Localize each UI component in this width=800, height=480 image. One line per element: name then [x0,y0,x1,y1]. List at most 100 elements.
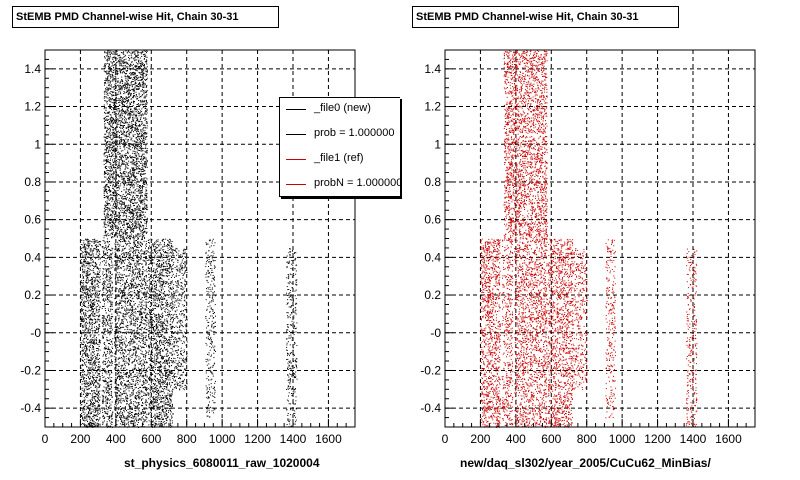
data-point [141,140,143,142]
data-point [138,223,140,225]
data-point [109,425,111,427]
data-point [107,197,109,199]
data-point [146,150,148,152]
data-point [88,381,90,383]
data-point [110,117,112,119]
data-point [110,267,112,269]
data-point [115,148,117,150]
data-point [142,106,144,108]
data-point [134,148,136,149]
data-point [82,364,83,366]
data-point [105,310,106,312]
data-point [126,66,128,68]
data-point [134,87,136,89]
data-point [125,88,127,90]
data-point [108,272,110,274]
data-point [138,88,140,90]
data-point [124,141,126,143]
data-point [131,129,133,131]
data-point [112,252,114,254]
data-point [82,359,84,361]
data-point [104,352,105,354]
data-point [143,237,145,239]
data-point [106,390,108,392]
data-point [131,224,133,226]
data-point [109,296,111,298]
data-point [102,401,103,403]
data-point [127,63,129,65]
data-point [143,156,145,158]
data-point [105,244,107,246]
data-point [96,267,98,269]
data-point [94,392,96,394]
data-point [110,226,112,228]
data-point [99,319,101,321]
data-point [127,150,129,152]
data-point [136,217,138,219]
data-point [146,160,148,161]
data-point [87,289,89,291]
data-point [107,232,109,234]
data-point [85,354,87,356]
data-point [105,189,107,191]
data-point [97,361,99,363]
data-point [82,282,84,284]
data-point [145,137,147,138]
data-point [117,229,119,231]
data-point [107,348,109,350]
data-point [106,238,108,240]
data-point [97,303,98,305]
data-point [85,350,87,352]
data-point [128,172,130,174]
data-point [114,78,116,80]
data-point [118,85,120,87]
data-point [99,423,101,425]
data-point [112,150,114,152]
data-point [101,331,103,333]
data-point [112,180,114,182]
data-point [132,212,134,214]
data-point [121,164,123,165]
data-point [123,53,125,55]
data-point [142,71,144,73]
data-point [120,150,122,152]
data-point [111,95,113,97]
data-point [111,391,113,393]
data-point [96,239,98,241]
data-point [84,359,86,361]
data-point [142,183,144,184]
data-point [87,369,89,371]
data-point [129,143,131,144]
data-point [110,356,112,358]
data-point [124,196,126,197]
data-point [120,96,122,97]
data-point [94,286,96,288]
data-point [126,112,128,114]
data-point [140,172,142,174]
data-point [144,75,146,77]
data-point [137,172,139,174]
data-point [92,260,94,262]
data-point [103,260,105,262]
data-point [133,168,135,170]
data-point [95,247,97,248]
data-point [84,404,86,406]
data-point [113,109,115,111]
data-point [88,423,90,425]
data-point [106,299,108,300]
data-point [106,208,108,210]
data-point [146,208,147,210]
data-point [141,195,143,197]
data-point [139,156,141,157]
data-point [130,182,132,184]
data-point [88,270,90,272]
data-point [131,126,133,128]
data-point [107,111,109,113]
data-point [135,152,137,154]
data-point [122,60,124,62]
data-point [138,87,140,89]
data-point [120,96,122,98]
data-point [106,149,108,151]
data-point [120,204,122,206]
data-point [117,165,119,167]
